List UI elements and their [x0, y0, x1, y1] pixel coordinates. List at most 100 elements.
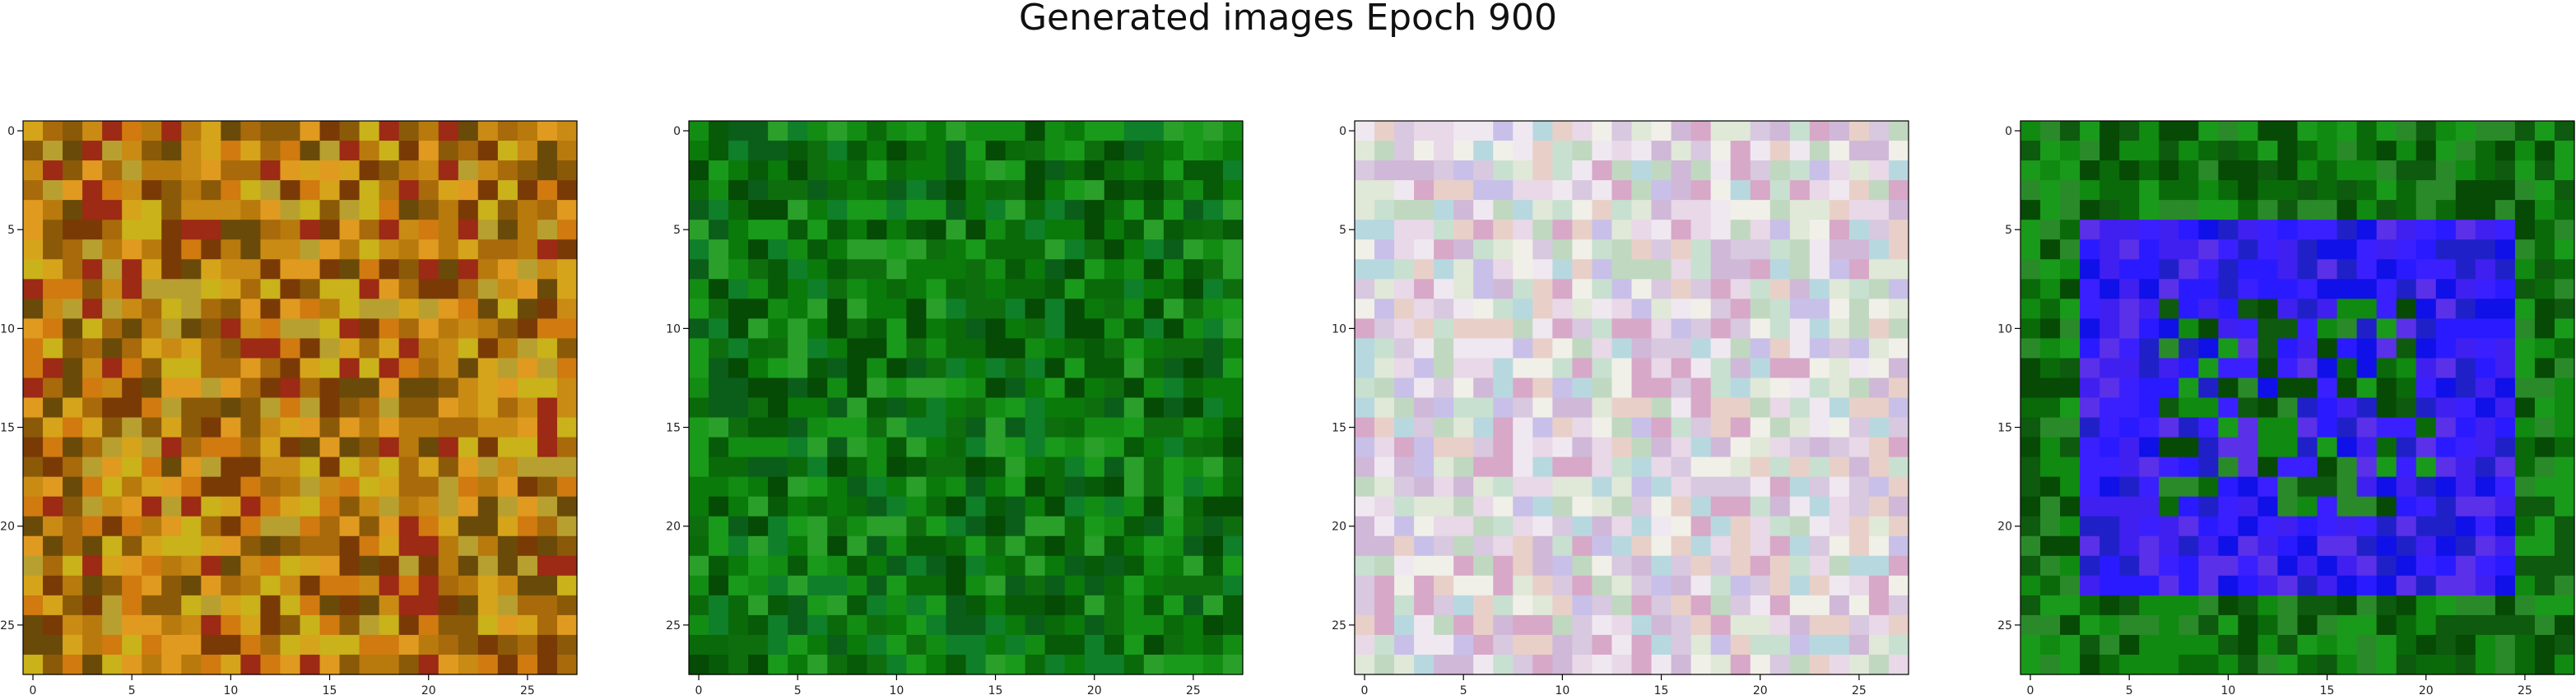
pixel-cell [2396, 634, 2417, 656]
pixel-cell [2080, 476, 2100, 498]
pixel-cell [1453, 279, 1474, 299]
pixel-cell [1848, 476, 1870, 498]
pixel-cell [1064, 496, 1086, 517]
pixel-cell [2495, 141, 2516, 161]
pixel-cell [1005, 239, 1026, 260]
pixel-cell [946, 437, 967, 458]
pixel-cell [517, 220, 538, 240]
pixel-cell [1453, 160, 1474, 181]
pixel-cell [1888, 614, 1909, 636]
pixel-cell [300, 378, 321, 399]
pixel-cell [1064, 299, 1086, 319]
pixel-cell [2139, 279, 2160, 299]
pixel-cell [2495, 239, 2516, 260]
pixel-cell [221, 634, 241, 656]
pixel-cell [788, 437, 808, 458]
pixel-cell [240, 456, 262, 478]
x-tick-label: 5 [128, 684, 136, 695]
pixel-cell [1651, 279, 1672, 299]
pixel-cell [2277, 417, 2299, 438]
pixel-cell [1064, 338, 1086, 359]
pixel-cell [1888, 358, 1909, 379]
pixel-cell [300, 279, 321, 299]
pixel-cell [728, 299, 749, 319]
pixel-cell [1789, 239, 1811, 260]
pixel-cell [1044, 358, 1066, 379]
pixel-cell [1473, 456, 1494, 478]
pixel-cell [458, 220, 479, 240]
pixel-cell [1888, 121, 1909, 141]
pixel-cell [1084, 121, 1105, 141]
pixel-cell [1473, 634, 1494, 656]
pixel-cell [2514, 417, 2536, 438]
pixel-cell [2257, 378, 2279, 399]
pixel-cell [1374, 378, 1395, 399]
pixel-cell [1888, 160, 1909, 181]
pixel-cell [1064, 397, 1086, 419]
pixel-cell [1183, 200, 1204, 220]
pixel-cell [102, 378, 123, 399]
pixel-cell [827, 654, 848, 675]
pixel-cell [1809, 121, 1830, 141]
pixel-cell [689, 180, 709, 201]
pixel-cell [827, 417, 848, 438]
pixel-cell [2257, 299, 2279, 319]
pixel-cell [1005, 338, 1026, 359]
pixel-cell [221, 200, 241, 220]
pixel-cell [280, 220, 301, 240]
pixel-cell [1374, 437, 1395, 458]
pixel-cell [1592, 516, 1613, 537]
pixel-cell [1789, 535, 1811, 557]
pixel-cell [2178, 634, 2199, 656]
pixel-cell [458, 437, 479, 458]
pixel-cell [517, 516, 538, 537]
pixel-cell [2455, 654, 2476, 675]
pixel-cell [517, 338, 538, 359]
pixel-cell [240, 535, 262, 557]
pixel-cell [1222, 121, 1244, 141]
pixel-cell [2297, 614, 2318, 636]
pixel-cell [2119, 141, 2140, 161]
pixel-cell [398, 397, 420, 419]
pixel-cell [2198, 318, 2219, 339]
pixel-cell [2238, 121, 2259, 141]
pixel-cell [788, 575, 808, 596]
pixel-cell [142, 654, 162, 675]
pixel-cell [477, 121, 499, 141]
pixel-cell [2099, 220, 2120, 240]
pixel-cell [985, 654, 1007, 675]
pixel-cell [2119, 220, 2140, 240]
pixel-cell [2435, 417, 2457, 438]
pixel-cell [1789, 200, 1811, 220]
pixel-cell [1143, 299, 1165, 319]
pixel-cell [2495, 595, 2516, 616]
pixel-cell [2337, 141, 2358, 161]
pixel-cell [1355, 180, 1375, 201]
pixel-cell [438, 141, 459, 161]
pixel-cell [477, 180, 499, 201]
pixel-cell [748, 555, 769, 577]
pixel-cell [1025, 397, 1046, 419]
pixel-cell [63, 358, 83, 379]
pixel-cell [1829, 378, 1850, 399]
pixel-cell [2475, 456, 2496, 478]
pixel-cell [379, 654, 400, 675]
pixel-cell [1572, 141, 1593, 161]
axes-frame [2020, 120, 2575, 675]
pixel-cell [1631, 417, 1653, 438]
pixel-cell [1710, 496, 1732, 517]
pixel-cell [161, 575, 182, 596]
pixel-cell [1183, 160, 1204, 181]
pixel-cell [1868, 437, 1890, 458]
pixel-cell [319, 634, 341, 656]
pixel-cell [2040, 555, 2061, 577]
pixel-cell [847, 200, 867, 220]
pixel-cell [1611, 476, 1633, 498]
pixel-cell [2455, 437, 2476, 458]
pixel-cell [1651, 575, 1672, 596]
pixel-cell [1809, 654, 1830, 675]
pixel-cell [788, 496, 808, 517]
pixel-cell [2534, 378, 2555, 399]
pixel-cell [748, 338, 769, 359]
pixel-cell [1025, 614, 1046, 636]
